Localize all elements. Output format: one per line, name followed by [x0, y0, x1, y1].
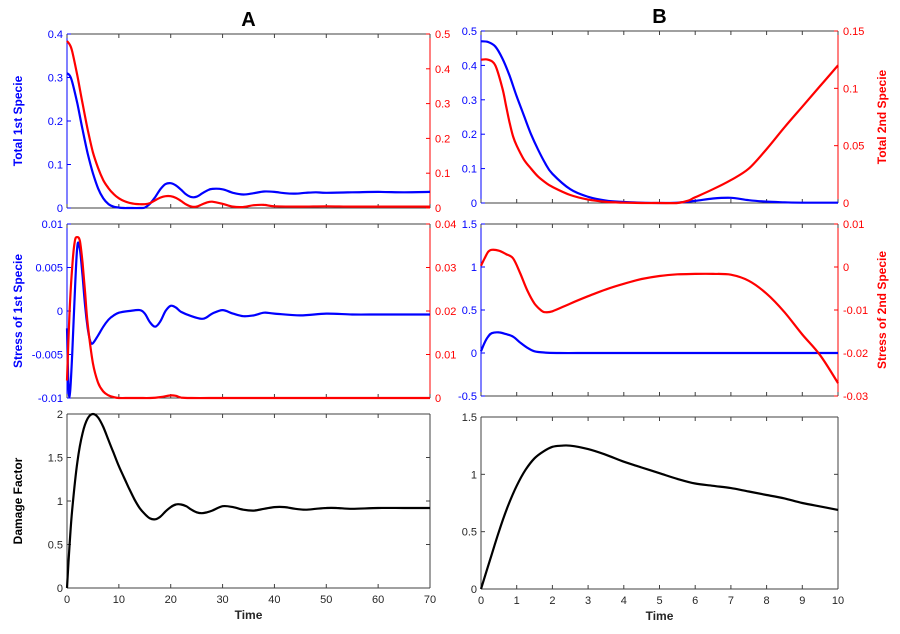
y-tick-label-left: -0.005 — [32, 350, 63, 362]
x-tick-label: 70 — [424, 594, 436, 606]
x-tick-label: 0 — [478, 595, 484, 607]
panel-b2: -0.5 0 0.5 1 1.5 -0.03 -0.02 -0.01 0 0.01 Stress o… — [458, 219, 889, 403]
x-tick-label: 8 — [764, 595, 770, 607]
y-tick-label-right: 0 — [843, 262, 849, 274]
y-tick-label-left: 0.5 — [462, 305, 477, 317]
panel-b3: 0 1 2 3 4 5 6 7 8 9 10 0 0.5 1 1.5 Time — [462, 412, 844, 623]
y-tick-label-left: -0.01 — [38, 393, 63, 405]
y-tick-label-right: -0.03 — [843, 391, 868, 403]
panel-a1: 0 0.1 0.2 0.3 0.4 0 0.1 0.2 0.3 0.4 0.5 Total 1st S… — [11, 9, 450, 215]
series-line-total-1st-specie — [480, 40, 838, 205]
x-tick-label: 4 — [621, 595, 627, 607]
y-tick-label-left: 0 — [471, 198, 477, 210]
y-tick-label-left: 0.4 — [462, 60, 477, 72]
y-tick-label-left: 0.01 — [42, 219, 63, 231]
y-tick-label-right: -0.02 — [843, 348, 868, 360]
series-line-total-1st-specie — [66, 72, 431, 210]
x-tick-label: 7 — [728, 595, 734, 607]
y-tick-label-left: 1.5 — [462, 219, 477, 231]
x-tick-label: 3 — [585, 595, 591, 607]
y-axis-label-right: Stress of 2nd Specie — [875, 251, 889, 369]
y-tick-label-right: -0.01 — [843, 305, 868, 317]
y-tick-label-right: 0.15 — [843, 26, 864, 38]
panel-a3: 0 10 20 30 40 50 60 70 0 0.5 1 1.5 2 Damage Factor Tim… — [11, 409, 436, 622]
x-tick-label: 9 — [799, 595, 805, 607]
y-axis-label-left: Total 1st Specie — [11, 75, 25, 166]
y-tick-label-right: 0.4 — [435, 64, 450, 76]
y-tick-label-left: 0 — [471, 584, 477, 596]
y-tick-label-left: 0.3 — [462, 95, 477, 107]
y-tick-label-left: 0.5 — [462, 527, 477, 539]
panel-a2: -0.01 -0.005 0 0.005 0.01 0 0.01 0.02 0.03 0.04 St… — [11, 219, 456, 405]
y-tick-label-left: 1.5 — [48, 453, 63, 465]
y-tick-label-right: 0.2 — [435, 133, 450, 145]
y-tick-label-right: 0.1 — [843, 83, 858, 95]
y-tick-label-left: 1 — [57, 496, 63, 508]
panel-title: B — [652, 6, 666, 28]
x-tick-label: 2 — [549, 595, 555, 607]
y-tick-label-left: 0.2 — [462, 129, 477, 141]
y-tick-label-right: 0 — [435, 393, 441, 405]
series-line-total-2nd-specie — [66, 40, 430, 209]
y-tick-label-right: 0.01 — [435, 350, 456, 362]
x-axis-label: Time — [646, 609, 674, 623]
series-line-damage-factor — [65, 412, 430, 589]
x-tick-label: 40 — [268, 594, 280, 606]
y-tick-label-right: 0.01 — [843, 219, 864, 231]
panel-b1: 0 0.1 0.2 0.3 0.4 0.5 0 0.05 0.1 0.15 Total 2nd Sp… — [462, 6, 889, 210]
y-tick-label-left: 1 — [471, 469, 477, 481]
x-axis-label: Time — [235, 608, 263, 622]
x-tick-label: 0 — [64, 594, 70, 606]
y-tick-label-left: 0.4 — [48, 29, 63, 41]
y-tick-label-left: 2 — [57, 409, 63, 421]
y-tick-label-left: 0.3 — [48, 73, 63, 85]
y-tick-label-left: 0 — [57, 583, 63, 595]
x-tick-label: 5 — [656, 595, 662, 607]
x-tick-label: 30 — [216, 594, 228, 606]
series-line-stress-of-1st-specie — [65, 241, 430, 398]
x-tick-label: 50 — [320, 594, 332, 606]
y-tick-label-left: 0 — [471, 348, 477, 360]
series-line-stress-of-2nd-specie — [480, 248, 839, 384]
x-tick-label: 10 — [832, 595, 844, 607]
x-tick-label: 20 — [165, 594, 177, 606]
series-line-stress-of-1st-specie — [479, 331, 838, 355]
y-tick-label-left: 0.2 — [48, 116, 63, 128]
y-tick-label-left: 0.1 — [462, 164, 477, 176]
y-axis-label-left: Damage Factor — [11, 457, 25, 544]
y-tick-label-left: 0.005 — [35, 263, 63, 275]
x-tick-label: 6 — [692, 595, 698, 607]
y-tick-label-left: 1.5 — [462, 412, 477, 424]
x-tick-label: 10 — [113, 594, 125, 606]
series-line-stress-of-2nd-specie — [65, 235, 430, 400]
y-tick-label-right: 0 — [843, 198, 849, 210]
series-line-total-2nd-specie — [480, 58, 839, 205]
y-tick-label-right: 0.1 — [435, 168, 450, 180]
y-tick-label-left: 0.5 — [48, 540, 63, 552]
y-tick-label-right: 0.03 — [435, 263, 456, 275]
y-tick-label-left: 0.1 — [48, 160, 63, 172]
x-tick-label: 60 — [372, 594, 384, 606]
y-tick-label-left: 1 — [471, 262, 477, 274]
y-tick-label-left: 0.5 — [462, 26, 477, 38]
series-line-damage-factor — [479, 444, 839, 590]
x-tick-label: 1 — [514, 595, 520, 607]
y-tick-label-right: 0.3 — [435, 99, 450, 111]
y-tick-label-right: 0.5 — [435, 29, 450, 41]
y-tick-label-right: 0 — [435, 203, 441, 215]
y-tick-label-right: 0.02 — [435, 306, 456, 318]
y-tick-label-left: 0 — [57, 203, 63, 215]
y-tick-label-right: 0.05 — [843, 141, 864, 153]
y-axis-label-left: Stress of 1st Specie — [11, 254, 25, 368]
y-tick-label-right: 0.04 — [435, 219, 456, 231]
y-tick-label-left: -0.5 — [458, 391, 477, 403]
y-axis-label-right: Total 2nd Specie — [875, 69, 889, 164]
y-tick-label-left: 0 — [57, 306, 63, 318]
panel-title: A — [241, 9, 255, 31]
